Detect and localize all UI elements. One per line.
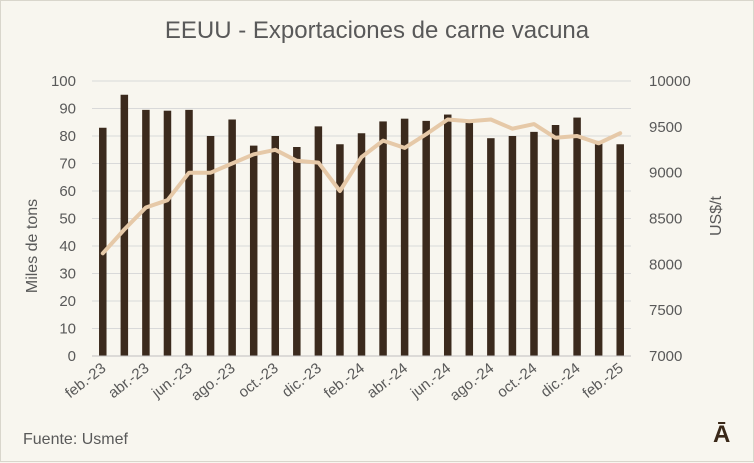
y-left-tick-label: 70 <box>59 156 76 173</box>
x-tick-label: feb.-23 <box>62 360 109 402</box>
y-left-tick-label: 0 <box>68 348 76 365</box>
bar <box>293 147 301 356</box>
x-tick-label: ago.-24 <box>447 360 498 405</box>
bar <box>185 109 193 356</box>
bar <box>249 145 258 356</box>
price-line <box>100 117 623 256</box>
y-left-tick-label: 60 <box>59 183 76 200</box>
bar <box>594 140 603 356</box>
y-left-tick-label: 50 <box>59 211 76 228</box>
x-tick-label: feb.-24 <box>321 360 368 402</box>
y-right-tick-label: 8500 <box>649 211 682 228</box>
x-tick-label: oct.-24 <box>494 360 541 402</box>
bar <box>271 136 280 356</box>
bar <box>465 120 474 356</box>
bar <box>314 126 323 356</box>
y-right-tick-label: 7000 <box>649 348 682 365</box>
bar <box>616 144 624 356</box>
brand-logo: Ā <box>713 421 731 448</box>
y-right-axis-title: US$/t <box>708 195 725 236</box>
y-left-tick-label: 10 <box>59 321 76 338</box>
x-tick-label: abr.-24 <box>364 360 411 402</box>
bar <box>508 136 517 356</box>
x-tick-label: abr.-23 <box>105 360 152 402</box>
y-right-tick-label: 9000 <box>649 165 682 182</box>
x-tick-label: jun.-24 <box>407 360 454 402</box>
bar <box>400 118 409 356</box>
y-left-tick-label: 100 <box>51 73 76 90</box>
bar <box>142 109 150 356</box>
bar <box>163 110 172 356</box>
bar <box>551 125 560 356</box>
chart-title: EEUU - Exportaciones de carne vacuna <box>164 17 590 44</box>
bar <box>357 133 366 356</box>
bar <box>487 138 495 356</box>
bar <box>336 144 344 356</box>
x-tick-label: oct.-23 <box>235 360 282 402</box>
bar <box>573 117 581 356</box>
y-left-axis-title: Miles de tons <box>24 199 41 293</box>
y-left-tick-label: 90 <box>59 101 76 118</box>
y-left-tick-label: 30 <box>59 266 76 283</box>
x-tick-label: jun.-23 <box>148 360 195 402</box>
y-left-tick-label: 80 <box>59 128 76 145</box>
y-left-tick-label: 40 <box>59 238 76 255</box>
y-right-tick-label: 7500 <box>649 302 682 319</box>
x-tick-label: dic.-23 <box>279 360 325 401</box>
x-tick-label: ago.-23 <box>188 360 239 405</box>
y-right-tick-label: 10000 <box>649 73 691 90</box>
bar <box>228 119 236 356</box>
bar <box>99 127 107 356</box>
y-right-tick-label: 9500 <box>649 119 682 136</box>
y-right-tick-label: 8000 <box>649 256 682 273</box>
bar <box>379 121 387 356</box>
bar <box>443 114 452 356</box>
bar <box>120 94 129 356</box>
bar <box>422 120 430 356</box>
y-left-tick-label: 20 <box>59 293 76 310</box>
source-note: Fuente: Usmef <box>23 431 128 448</box>
x-tick-label: feb.-25 <box>579 360 626 402</box>
bar <box>530 131 538 356</box>
bar <box>206 136 215 356</box>
x-tick-label: dic.-24 <box>538 360 584 401</box>
